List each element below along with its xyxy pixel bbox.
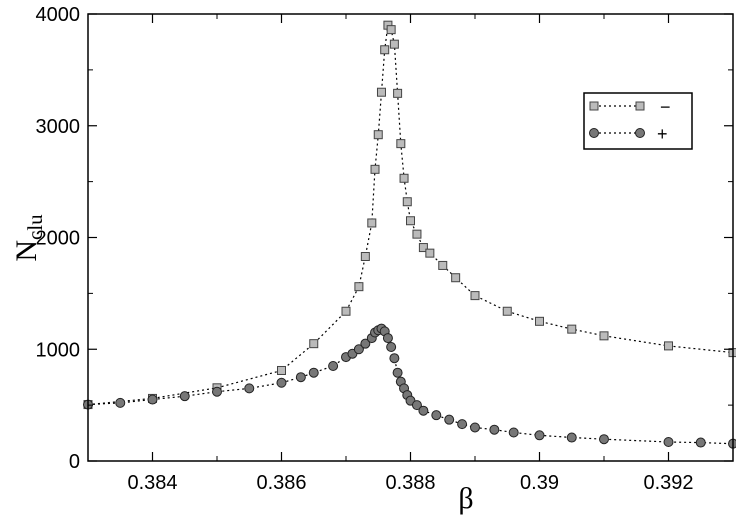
- data-point-plus: [663, 437, 674, 448]
- data-point-minus: [599, 331, 609, 341]
- data-point-minus: [567, 324, 577, 334]
- data-point-minus: [309, 339, 319, 349]
- y-tick-label: 0: [69, 451, 80, 473]
- data-point-minus: [535, 316, 544, 326]
- x-tick-label: 0.39: [520, 472, 559, 494]
- y-axis-label-main: N: [10, 240, 43, 262]
- data-point-minus: [360, 251, 370, 261]
- data-point-plus: [382, 333, 393, 344]
- data-point-plus: [328, 361, 339, 372]
- data-point-plus: [360, 338, 371, 349]
- data-point-plus: [444, 414, 455, 425]
- data-point-plus: [147, 394, 158, 405]
- data-point-plus: [599, 434, 609, 445]
- data-point-plus: [418, 405, 429, 416]
- data-point-plus: [276, 377, 287, 388]
- data-point-plus: [392, 367, 403, 378]
- data-point-minus: [341, 306, 351, 316]
- legend-label-minus: −: [660, 97, 671, 117]
- legend-marker-plus-right: [635, 128, 645, 138]
- y-tick-label: 4000: [36, 4, 81, 26]
- series-line-0: [87, 23, 734, 406]
- data-point-plus: [566, 432, 577, 443]
- data-point-plus: [295, 372, 306, 383]
- x-tick-label: 0.388: [385, 472, 435, 494]
- y-tick-label: 2000: [36, 228, 81, 250]
- x-tick-label: 0.392: [643, 472, 693, 494]
- y-axis-label-sub: clu: [23, 214, 47, 240]
- legend-box: [583, 92, 693, 150]
- data-point-plus: [115, 397, 126, 408]
- data-point-plus: [244, 383, 255, 394]
- data-point-minus: [406, 216, 415, 226]
- y-axis-label: Nclu: [10, 214, 47, 262]
- data-point-minus: [376, 87, 386, 97]
- data-point-plus: [353, 344, 364, 355]
- data-point-minus: [386, 25, 396, 35]
- data-point-plus: [212, 386, 222, 397]
- data-point-plus: [457, 419, 468, 430]
- data-point-minus: [402, 197, 412, 207]
- data-point-minus: [412, 229, 422, 239]
- data-point-minus: [396, 139, 406, 149]
- data-point-minus: [354, 282, 364, 292]
- data-point-minus: [438, 260, 448, 270]
- y-tick-label: 3000: [36, 116, 81, 138]
- data-point-plus: [695, 437, 706, 448]
- data-point-plus: [470, 422, 480, 433]
- data-point-minus: [664, 341, 673, 351]
- x-tick-label: 0.386: [256, 472, 306, 494]
- series-line-1: [87, 327, 734, 445]
- data-point-plus: [389, 353, 400, 364]
- series-markers: [83, 20, 736, 449]
- data-point-minus: [451, 273, 461, 283]
- x-tick-label: 0.384: [127, 472, 177, 494]
- data-point-minus: [380, 45, 390, 55]
- data-point-plus: [431, 410, 442, 421]
- data-point-minus: [399, 173, 409, 183]
- legend-label-plus: +: [657, 124, 668, 144]
- data-point-plus: [179, 391, 190, 402]
- data-point-minus: [277, 365, 286, 375]
- data-point-minus: [425, 248, 435, 258]
- axes: 0.384 0.386 0.388 0.39 0.392 0 1000 2000 3000 400…: [36, 4, 734, 494]
- svg-text:Nclu: Nclu: [10, 214, 47, 262]
- data-point-plus: [386, 342, 397, 353]
- data-point-minus: [470, 291, 480, 301]
- data-point-minus: [502, 306, 512, 316]
- legend-marker-minus-left: [589, 101, 599, 111]
- data-point-plus: [308, 367, 319, 378]
- legend: − +: [583, 92, 693, 150]
- data-point-plus: [534, 430, 545, 441]
- legend-marker-minus-right: [635, 101, 645, 111]
- data-point-plus: [411, 400, 422, 411]
- data-point-plus: [489, 424, 500, 435]
- data-point-minus: [367, 218, 377, 228]
- data-point-plus: [508, 427, 519, 438]
- y-tick-label: 1000: [36, 339, 81, 361]
- data-point-minus: [393, 88, 403, 98]
- data-point-minus: [373, 130, 383, 140]
- series-lines: [87, 23, 734, 445]
- data-point-minus: [418, 243, 428, 253]
- legend-marker-plus-left: [589, 128, 599, 138]
- x-axis-label: β: [458, 482, 473, 515]
- data-point-minus: [389, 39, 399, 49]
- data-point-minus: [370, 164, 380, 174]
